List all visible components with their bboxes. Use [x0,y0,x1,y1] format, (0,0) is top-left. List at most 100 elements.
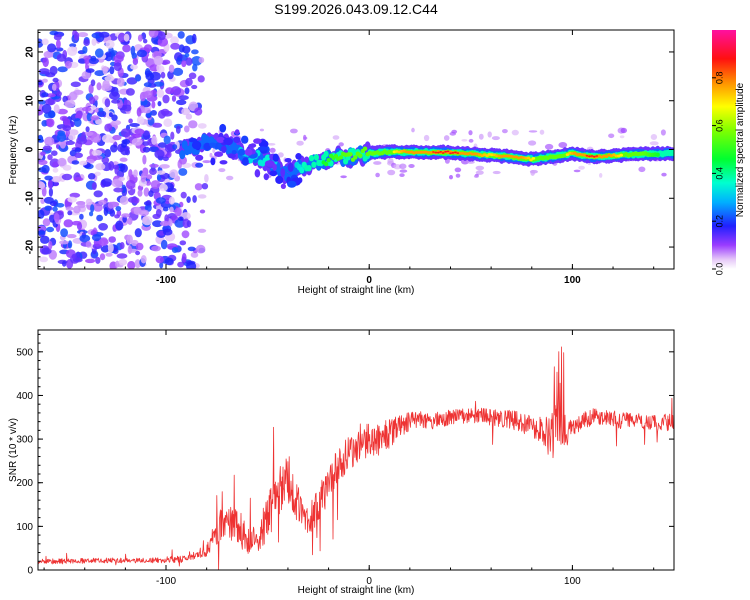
spectrogram-marks [38,30,674,269]
ridge-mark [439,151,443,153]
halo-blob [468,130,473,136]
noise-blob [127,196,138,203]
halo-blob [511,129,519,136]
noise-blob [112,134,122,141]
noise-blob [48,187,54,197]
noise-blob [91,38,97,46]
noise-blob [121,213,131,218]
noise-blob [131,138,143,146]
ridge-mark [414,151,419,154]
noise-blob [155,209,162,217]
cluster-blob [191,140,202,150]
noise-blob [53,104,60,114]
noise-blob [83,131,94,136]
ridge-mark [362,146,368,151]
noise-blob [86,112,93,122]
noise-blob [162,206,169,212]
noise-blob [38,80,43,86]
cluster-blob [272,153,279,162]
noise-blob [134,259,141,269]
noise-blob [161,59,171,65]
halo-blob [408,164,415,168]
cluster-blob [264,160,275,167]
noise-blob [186,220,192,228]
noise-blob [94,171,101,176]
noise-blob [110,144,118,153]
cluster-blob [280,183,286,189]
noise-blob [171,95,177,102]
noise-blob [92,155,103,160]
noise-blob [167,70,174,80]
halo-blob [290,128,298,134]
noise-blob [133,169,138,178]
noise-blob [181,252,187,263]
noise-blob [90,115,100,121]
halo-blob [638,166,646,173]
noise-blob [136,116,145,125]
ridge-mark [308,155,315,162]
noise-blob [99,253,106,261]
noise-blob [137,189,143,197]
noise-blob [79,234,91,243]
noise-blob [111,178,123,188]
noise-blob [201,183,209,190]
ridge-mark [565,153,570,157]
halo-blob [443,135,450,141]
noise-blob [41,78,48,83]
noise-blob [49,65,58,76]
noise-blob [75,113,83,120]
noise-blob [40,151,46,156]
noise-blob [51,150,58,156]
noise-blob [103,207,109,216]
noise-blob [104,149,112,158]
noise-blob [77,32,89,38]
halo-blob [373,161,382,165]
cluster-blob [287,162,294,172]
halo-blob [451,129,458,134]
ridge-mark [358,153,363,158]
ridge-mark [426,151,431,154]
ridge-mark [265,154,271,161]
cluster-blob [231,150,237,155]
noise-blob [88,84,94,94]
noise-blob [66,234,77,239]
halo-blob [491,136,500,141]
noise-blob [68,134,76,141]
noise-blob [178,95,189,101]
noise-blob [127,245,133,255]
noise-blob [150,110,157,116]
noise-blob [164,257,174,266]
noise-blob [142,107,151,114]
noise-blob [170,36,179,45]
snr-x-tick-label: -100 [156,576,176,587]
snr-y-axis: 0 100 200 300 400 500 [16,333,674,577]
cluster-blob [275,175,284,184]
noise-blob [184,52,190,58]
cluster-blob [249,143,257,148]
noise-blob [70,81,81,88]
noise-blob [67,210,73,216]
halo-blob [212,148,216,154]
noise-blob [52,167,59,173]
ridge-mark [432,151,435,153]
noise-blob [46,118,55,128]
halo-blob [455,173,461,178]
noise-blob [204,174,209,183]
noise-blob [61,260,67,267]
noise-blob [196,244,206,254]
noise-blob [41,164,50,174]
noise-blob [154,149,165,159]
noise-blob [104,123,113,132]
noise-blob [39,256,49,263]
halo-blob [269,147,276,153]
colorbar-tick-label: 0.2 [714,215,724,228]
noise-blob [96,82,102,91]
noise-blob [159,262,164,269]
cluster-blob [214,151,224,157]
noise-blob [76,136,88,145]
noise-blob [123,104,132,112]
cluster-blob [209,142,217,147]
cluster-blob [237,148,246,156]
noise-blob [197,228,207,233]
noise-blob [170,86,182,96]
